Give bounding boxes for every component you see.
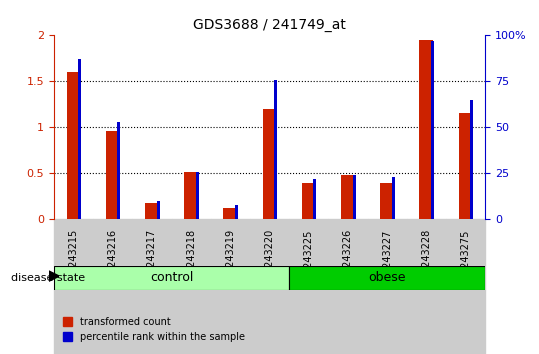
Bar	[407, 219, 446, 354]
Bar	[156, 201, 160, 219]
FancyBboxPatch shape	[54, 266, 289, 290]
Bar	[380, 183, 394, 219]
Bar	[171, 219, 211, 354]
Bar	[118, 122, 120, 219]
Bar	[353, 175, 356, 219]
Bar	[235, 205, 238, 219]
Bar	[446, 219, 485, 354]
Polygon shape	[49, 271, 59, 281]
Bar	[302, 183, 315, 219]
Bar	[289, 219, 328, 354]
Legend: transformed count, percentile rank within the sample: transformed count, percentile rank withi…	[59, 313, 249, 346]
Bar	[78, 59, 81, 219]
Bar	[419, 40, 433, 219]
Bar	[211, 219, 250, 354]
Bar	[328, 219, 368, 354]
Bar	[145, 203, 159, 219]
Bar	[431, 41, 434, 219]
Text: disease state: disease state	[11, 273, 85, 283]
Bar	[106, 131, 120, 219]
Bar	[274, 80, 277, 219]
Bar	[459, 113, 472, 219]
Bar	[250, 219, 289, 354]
Bar	[132, 219, 171, 354]
Text: GDS3688 / 241749_at: GDS3688 / 241749_at	[193, 18, 346, 32]
Bar	[67, 72, 80, 219]
Bar	[262, 109, 277, 219]
Bar	[54, 219, 93, 354]
Bar	[368, 219, 407, 354]
Bar	[224, 209, 237, 219]
Text: obese: obese	[368, 272, 406, 284]
Bar	[184, 172, 198, 219]
Bar	[313, 179, 316, 219]
Bar	[93, 219, 132, 354]
Bar	[341, 175, 355, 219]
Bar	[196, 172, 199, 219]
Text: control: control	[150, 272, 193, 284]
Bar	[392, 177, 395, 219]
FancyBboxPatch shape	[289, 266, 485, 290]
Bar	[470, 100, 473, 219]
